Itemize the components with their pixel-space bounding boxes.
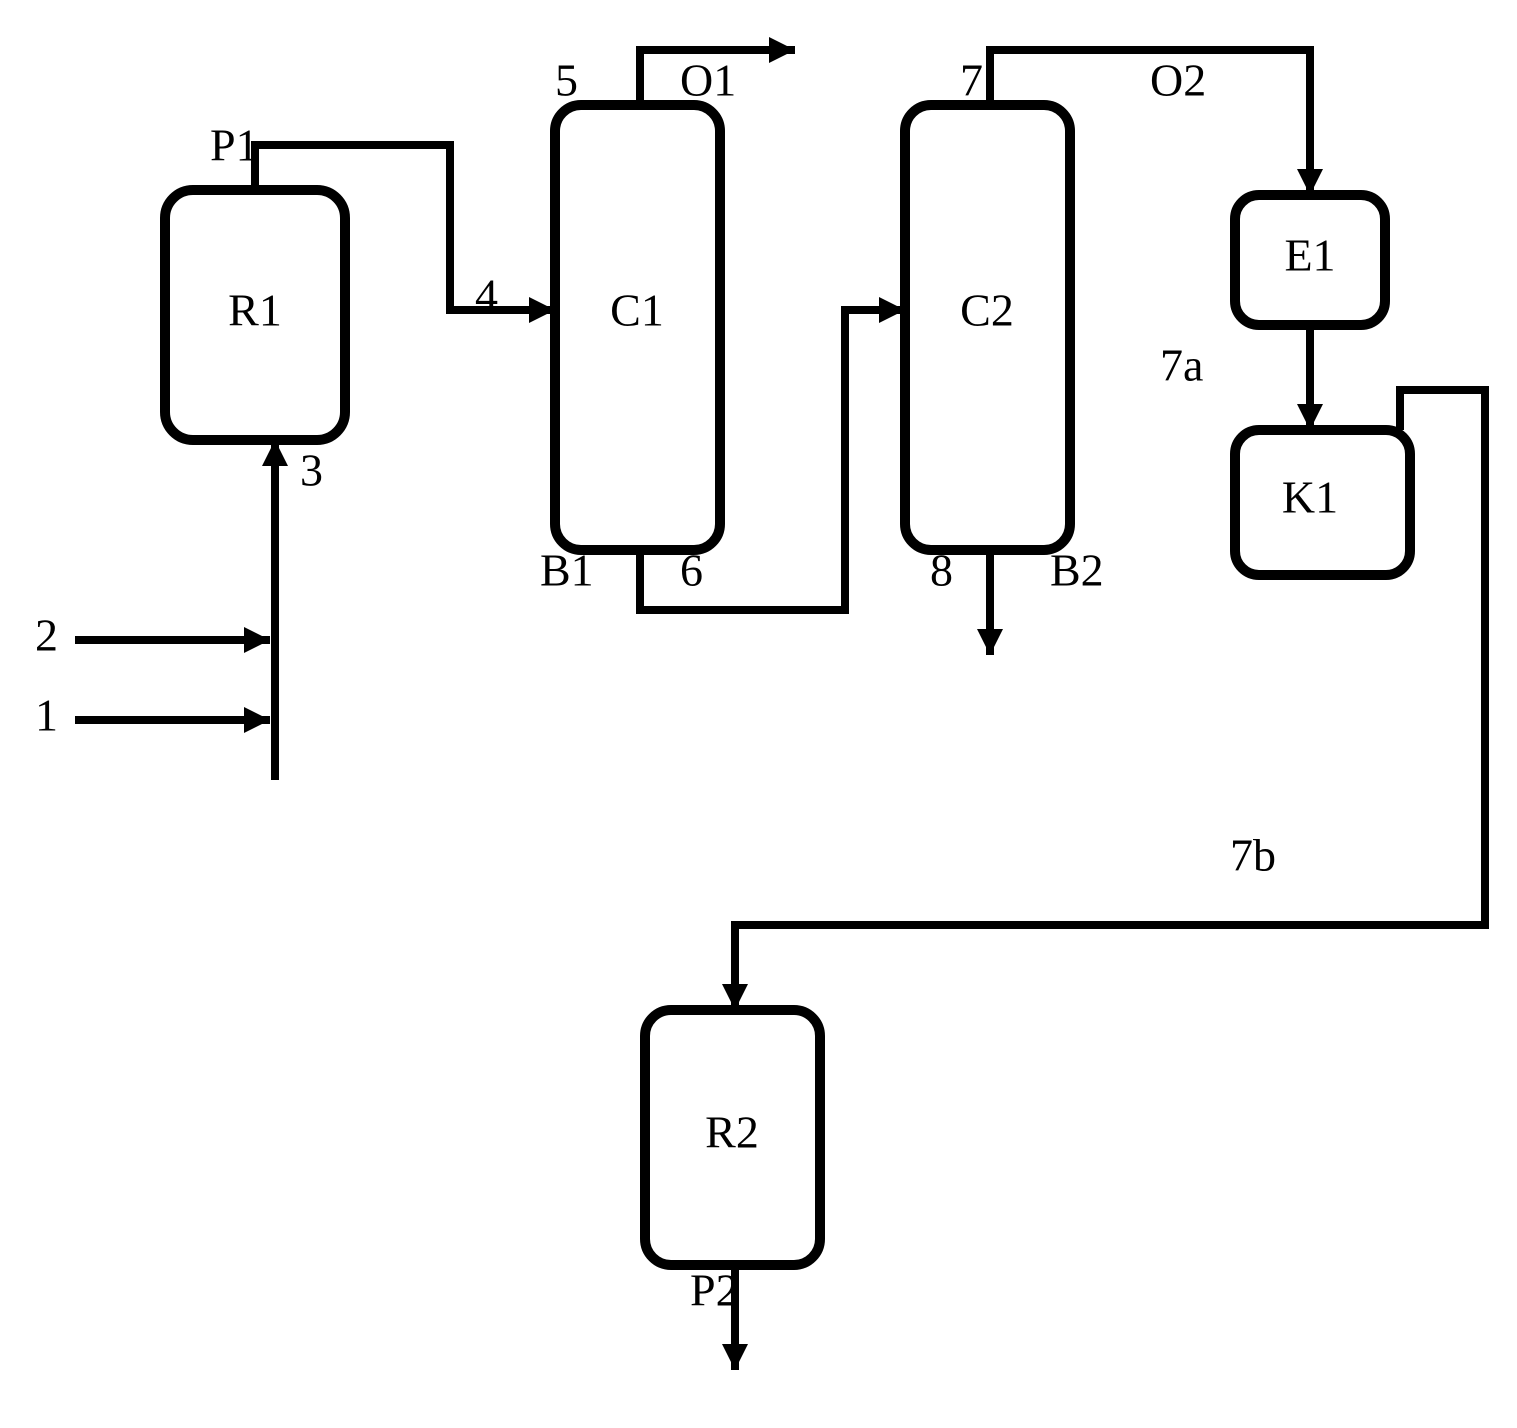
label-n4: 4	[475, 270, 498, 321]
box-label-k1: K1	[1282, 472, 1338, 523]
label-O2: O2	[1150, 55, 1206, 106]
label-B1: B1	[540, 545, 594, 596]
label-O1: O1	[680, 55, 736, 106]
box-label-r2: R2	[705, 1107, 759, 1158]
label-P1: P1	[210, 120, 259, 171]
label-n1: 1	[35, 690, 58, 741]
label-n6: 6	[680, 545, 703, 596]
box-label-e1: E1	[1284, 230, 1335, 281]
label-B2: B2	[1050, 545, 1104, 596]
label-n7b: 7b	[1230, 830, 1276, 881]
label-n8: 8	[930, 545, 953, 596]
label-n7a: 7a	[1160, 340, 1203, 391]
label-P2: P2	[690, 1265, 739, 1316]
box-label-c2: C2	[960, 285, 1014, 336]
label-n3: 3	[300, 445, 323, 496]
label-n5: 5	[555, 55, 578, 106]
box-label-c1: C1	[610, 285, 664, 336]
box-label-r1: R1	[228, 285, 282, 336]
label-n7: 7	[960, 55, 983, 106]
label-n2: 2	[35, 610, 58, 661]
